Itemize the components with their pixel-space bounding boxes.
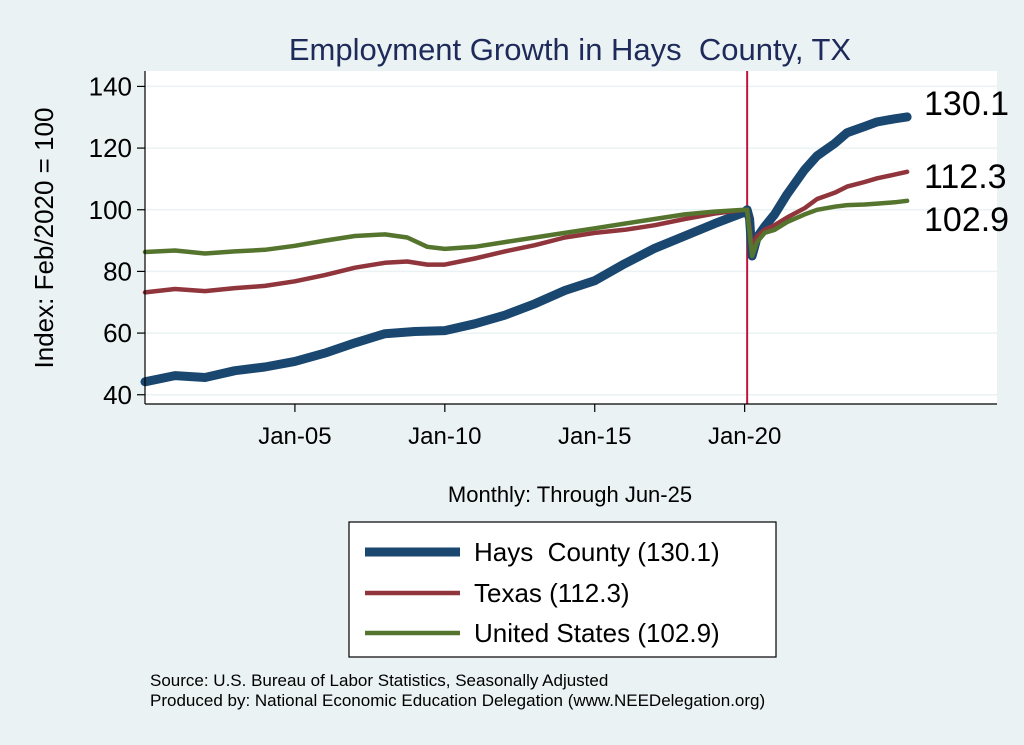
x-tick-label: Jan-20 — [708, 423, 781, 450]
end-labels: 130.1 112.3 102.9 — [924, 85, 1009, 239]
y-tick-label: 40 — [103, 380, 132, 410]
axes: 40 60 80 100 120 140 Jan-05 Jan-10 Jan-15 Jan-20 — [89, 71, 997, 450]
y-axis-label: Index: Feb/2020 = 100 — [29, 108, 59, 369]
y-tick-label: 60 — [103, 318, 132, 348]
legend-label: Hays County (130.1) — [474, 537, 720, 567]
series-line-1 — [142, 169, 910, 295]
y-tick-label: 140 — [89, 71, 132, 101]
x-axis-label: Monthly: Through Jun-25 — [448, 482, 692, 507]
series-end-label: 102.9 — [924, 201, 1009, 239]
y-tick-label: 120 — [89, 133, 132, 163]
producer-note: Produced by: National Economic Education… — [150, 691, 766, 710]
chart-title: Employment Growth in Hays County, TX — [289, 32, 852, 67]
series-layer — [140, 112, 912, 387]
gridlines — [145, 85, 997, 396]
series-end-label: 112.3 — [924, 158, 1007, 196]
x-tick-label: Jan-10 — [408, 423, 481, 450]
y-tick-label: 80 — [103, 256, 132, 286]
source-note: Source: U.S. Bureau of Labor Statistics,… — [150, 671, 609, 690]
series-end-label: 130.1 — [924, 85, 1009, 123]
series-line-2 — [142, 198, 910, 259]
y-tick-label: 100 — [89, 195, 132, 225]
series-line-0 — [140, 112, 912, 387]
x-tick-label: Jan-05 — [258, 423, 331, 450]
legend-label: United States (102.9) — [474, 618, 720, 648]
legend: Hays County (130.1) Texas (112.3) United S… — [348, 521, 777, 658]
x-tick-label: Jan-15 — [558, 423, 631, 450]
legend-label: Texas (112.3) — [474, 578, 630, 608]
